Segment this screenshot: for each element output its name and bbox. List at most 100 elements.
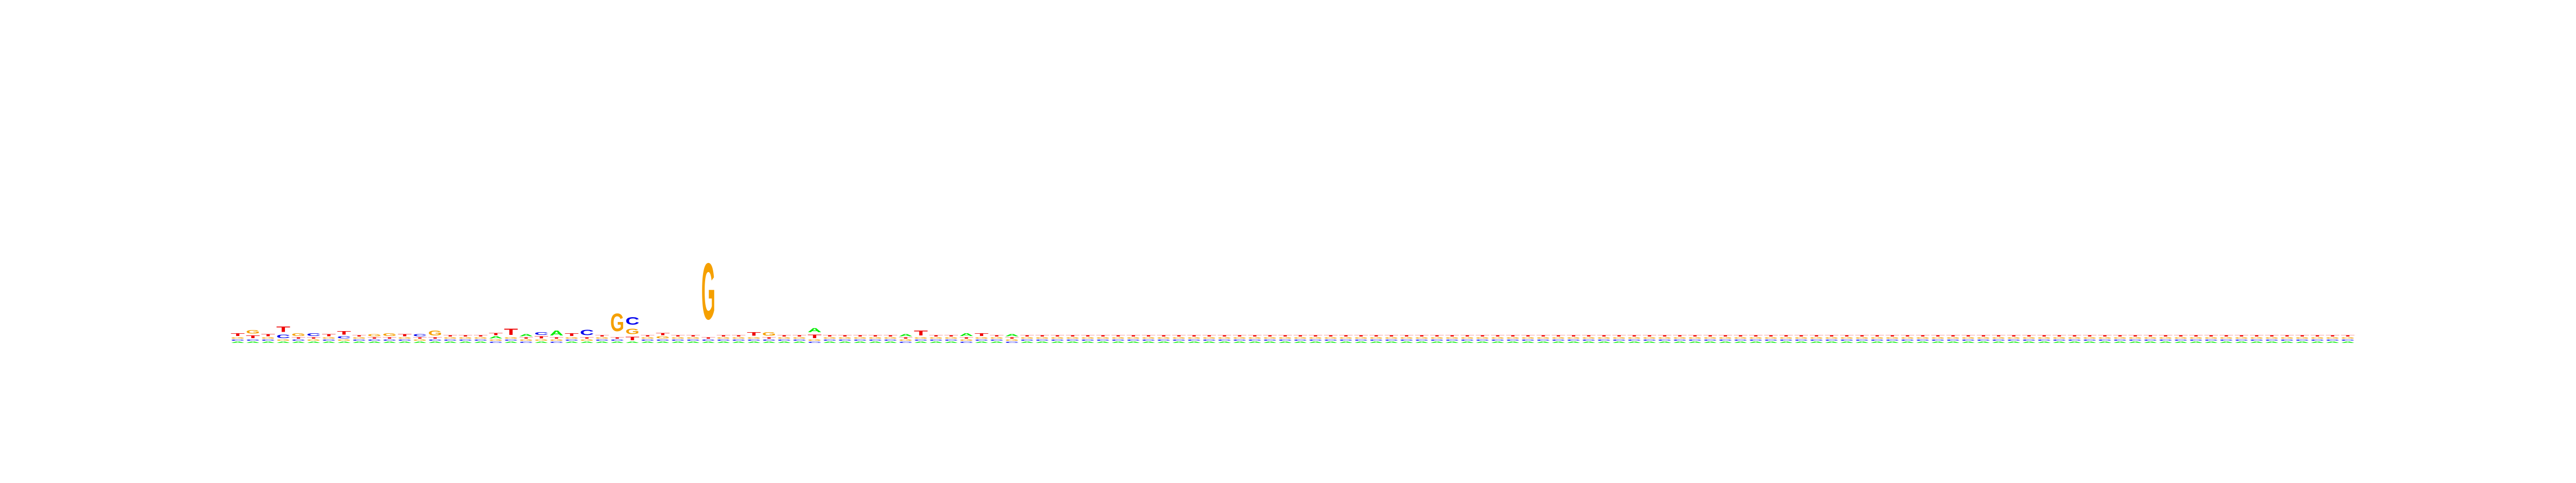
logo-letter-A-pos-108: A: [1855, 341, 1869, 343]
logo-letter-G-pos-117: G: [1992, 337, 2006, 339]
logo-letter-A-pos-110: A: [1885, 341, 1899, 343]
logo-letter-C-pos-133: C: [2235, 339, 2249, 341]
logo-letter-C-pos-125: C: [2113, 339, 2127, 341]
logo-letter-G-pos-48: G: [944, 337, 958, 339]
logo-letter-A-pos-30: A: [671, 341, 685, 343]
logo-letter-A-pos-40: A: [823, 341, 837, 343]
logo-letter-A-pos-109: A: [1870, 341, 1884, 343]
logo-letter-T-pos-55: T: [1050, 335, 1064, 337]
logo-letter-C-pos-123: C: [2083, 339, 2097, 341]
logo-letter-C-pos-7: C: [322, 339, 336, 341]
logo-letter-C-pos-102: C: [1764, 339, 1778, 341]
logo-letter-T-pos-105: T: [1810, 335, 1824, 337]
logo-letter-T-pos-14: T: [428, 337, 442, 339]
logo-letter-G-pos-112: G: [1916, 337, 1930, 339]
logo-letter-A-pos-51: A: [990, 341, 1004, 343]
logo-letter-C-pos-79: C: [1415, 339, 1429, 341]
logo-letter-C-pos-129: C: [2174, 339, 2188, 341]
logo-letter-C-pos-111: C: [1900, 339, 1914, 341]
logo-letter-C-pos-23: C: [565, 339, 579, 341]
logo-letter-C-pos-120: C: [2037, 339, 2051, 341]
logo-letter-G-pos-82: G: [1460, 337, 1474, 339]
logo-letter-T-pos-58: T: [1096, 335, 1110, 337]
logo-letter-G-pos-16: G: [458, 337, 472, 339]
logo-letter-A-pos-66: A: [1218, 341, 1232, 343]
logo-letter-A-pos-96: A: [1673, 341, 1687, 343]
logo-letter-G-pos-73: G: [1324, 337, 1338, 339]
logo-letter-G-pos-81: G: [1445, 337, 1459, 339]
logo-letter-C-pos-119: C: [2022, 339, 2036, 341]
logo-letter-T-pos-6: T: [306, 337, 320, 339]
logo-letter-C-pos-64: C: [1187, 339, 1201, 341]
logo-letter-A-pos-31: A: [686, 341, 700, 343]
logo-letter-T-pos-12: T: [398, 334, 412, 337]
logo-letter-C-pos-21: C: [535, 332, 548, 336]
logo-letter-G-pos-103: G: [1779, 337, 1793, 339]
logo-letter-C-pos-62: C: [1157, 339, 1170, 341]
logo-letter-T-pos-7: T: [322, 334, 336, 337]
logo-letter-T-pos-77: T: [1385, 335, 1399, 337]
logo-letter-C-pos-108: C: [1855, 339, 1869, 341]
logo-letter-T-pos-4: T: [276, 325, 290, 333]
logo-letter-A-pos-7: A: [322, 341, 336, 343]
logo-letter-C-pos-40: C: [823, 339, 837, 341]
logo-letter-G-pos-96: G: [1673, 337, 1687, 339]
logo-letter-G-pos-52: G: [1005, 339, 1019, 341]
logo-letter-G-pos-53: G: [1020, 337, 1034, 339]
logo-letter-C-pos-95: C: [1658, 339, 1672, 341]
logo-letter-A-pos-50: A: [975, 341, 989, 343]
logo-letter-G-pos-116: G: [1977, 337, 1990, 339]
logo-letter-A-pos-84: A: [1491, 341, 1505, 343]
logo-letter-T-pos-127: T: [2143, 335, 2157, 337]
logo-letter-T-pos-63: T: [1172, 335, 1186, 337]
logo-letter-G-pos-35: G: [747, 337, 761, 339]
logo-letter-G-pos-28: G: [641, 337, 655, 339]
logo-letter-T-pos-85: T: [1506, 335, 1520, 337]
logo-letter-T-pos-2: T: [246, 335, 260, 339]
logo-letter-G-pos-76: G: [1369, 337, 1383, 339]
logo-letter-T-pos-10: T: [368, 337, 382, 339]
logo-letter-C-pos-8: C: [337, 336, 351, 339]
logo-letter-G-pos-104: G: [1794, 337, 1808, 339]
logo-letter-T-pos-132: T: [2219, 335, 2233, 337]
logo-letter-G-pos-2: G: [246, 329, 260, 334]
logo-letter-T-pos-107: T: [1840, 335, 1854, 337]
logo-letter-G-pos-3: G: [261, 337, 275, 339]
logo-letter-A-pos-105: A: [1810, 341, 1824, 343]
logo-letter-A-pos-123: A: [2083, 341, 2097, 343]
logo-letter-A-pos-33: A: [716, 341, 730, 343]
logo-letter-G-pos-91: G: [1597, 337, 1611, 339]
logo-letter-A-pos-6: A: [306, 341, 320, 343]
logo-letter-A-pos-65: A: [1202, 341, 1216, 343]
logo-letter-A-pos-60: A: [1126, 341, 1140, 343]
logo-letter-T-pos-20: T: [519, 337, 533, 339]
logo-letter-G-pos-123: G: [2083, 337, 2097, 339]
logo-letter-G-pos-38: G: [793, 337, 807, 339]
logo-letter-C-pos-100: C: [1733, 339, 1747, 341]
logo-letter-C-pos-48: C: [944, 339, 958, 341]
logo-letter-A-pos-56: A: [1066, 341, 1080, 343]
logo-letter-A-pos-127: A: [2143, 341, 2157, 343]
logo-letter-A-pos-39: A: [808, 327, 822, 333]
logo-letter-G-pos-56: G: [1066, 337, 1080, 339]
logo-letter-A-pos-95: A: [1658, 341, 1672, 343]
logo-letter-C-pos-29: C: [656, 339, 670, 341]
logo-letter-T-pos-8: T: [337, 331, 351, 336]
logo-letter-A-pos-62: A: [1157, 341, 1170, 343]
logo-letter-G-pos-87: G: [1536, 337, 1550, 339]
logo-letter-G-pos-92: G: [1612, 337, 1626, 339]
logo-letter-A-pos-55: A: [1050, 341, 1064, 343]
logo-letter-T-pos-30: T: [671, 335, 685, 337]
logo-letter-A-pos-46: A: [914, 341, 928, 343]
logo-letter-A-pos-44: A: [883, 341, 897, 343]
logo-letter-A-pos-92: A: [1612, 341, 1626, 343]
logo-letter-A-pos-121: A: [2052, 341, 2066, 343]
logo-letter-A-pos-42: A: [853, 341, 867, 343]
logo-letter-T-pos-136: T: [2280, 335, 2294, 337]
logo-letter-C-pos-103: C: [1779, 339, 1793, 341]
logo-letter-A-pos-130: A: [2189, 341, 2203, 343]
logo-letter-A-pos-70: A: [1278, 341, 1292, 343]
logo-letter-A-pos-102: A: [1764, 341, 1778, 343]
logo-letter-A-pos-38: A: [793, 341, 807, 343]
logo-letter-T-pos-51: T: [990, 335, 1004, 337]
